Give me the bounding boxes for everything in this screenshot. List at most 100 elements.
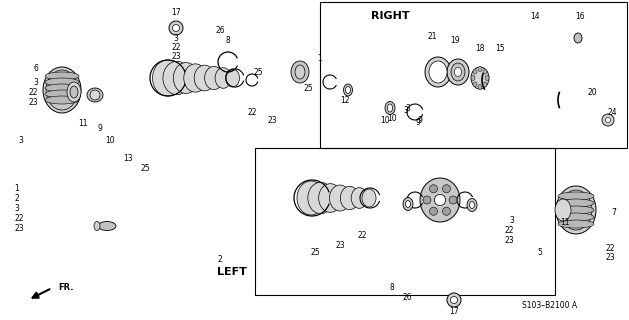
Text: 10: 10 xyxy=(387,114,397,123)
Text: 11: 11 xyxy=(560,218,570,227)
Text: 1: 1 xyxy=(14,183,19,193)
Circle shape xyxy=(602,114,614,126)
Ellipse shape xyxy=(45,90,79,98)
Ellipse shape xyxy=(471,67,489,89)
Circle shape xyxy=(430,207,438,215)
Ellipse shape xyxy=(473,82,477,87)
Text: 9: 9 xyxy=(416,117,420,126)
Circle shape xyxy=(442,207,450,215)
Text: 25: 25 xyxy=(303,84,313,92)
Ellipse shape xyxy=(345,86,350,93)
Text: 8: 8 xyxy=(226,36,230,44)
Ellipse shape xyxy=(558,192,594,200)
Ellipse shape xyxy=(558,199,594,207)
Ellipse shape xyxy=(555,199,571,221)
Text: 25: 25 xyxy=(140,164,150,172)
Text: 22: 22 xyxy=(171,43,181,52)
Text: 19: 19 xyxy=(450,36,460,44)
Text: 9: 9 xyxy=(97,124,103,132)
Text: 11: 11 xyxy=(79,118,88,127)
Ellipse shape xyxy=(70,86,78,98)
Text: 23: 23 xyxy=(267,116,277,124)
Text: 26: 26 xyxy=(215,26,225,35)
Ellipse shape xyxy=(451,63,465,81)
Ellipse shape xyxy=(471,76,475,81)
Ellipse shape xyxy=(226,69,240,87)
Text: 10: 10 xyxy=(105,135,115,145)
Circle shape xyxy=(442,185,450,193)
Ellipse shape xyxy=(469,202,474,209)
Text: 3: 3 xyxy=(33,77,38,86)
Ellipse shape xyxy=(455,68,462,76)
Text: 16: 16 xyxy=(575,12,585,20)
Ellipse shape xyxy=(425,57,451,87)
Text: 22: 22 xyxy=(28,87,38,97)
Circle shape xyxy=(423,196,431,204)
Ellipse shape xyxy=(46,70,78,110)
Ellipse shape xyxy=(478,84,482,90)
Ellipse shape xyxy=(340,186,359,210)
Text: 25: 25 xyxy=(310,247,320,257)
Text: RIGHT: RIGHT xyxy=(370,11,409,21)
Text: 12: 12 xyxy=(340,95,350,105)
Text: 22: 22 xyxy=(247,108,257,116)
Text: 6: 6 xyxy=(33,63,38,73)
Text: FR.: FR. xyxy=(58,283,74,292)
Ellipse shape xyxy=(385,101,395,115)
Ellipse shape xyxy=(67,82,81,102)
Ellipse shape xyxy=(319,184,342,212)
Text: 15: 15 xyxy=(495,44,505,52)
Text: 21: 21 xyxy=(427,31,437,41)
Ellipse shape xyxy=(94,221,100,230)
Text: 17: 17 xyxy=(171,7,181,17)
Text: 9: 9 xyxy=(418,116,423,124)
Text: 22: 22 xyxy=(357,230,367,239)
Ellipse shape xyxy=(447,59,469,85)
Ellipse shape xyxy=(308,182,333,214)
Text: 3: 3 xyxy=(18,135,23,145)
Ellipse shape xyxy=(163,61,191,95)
Ellipse shape xyxy=(174,63,199,93)
Circle shape xyxy=(172,25,179,31)
Text: 18: 18 xyxy=(476,44,485,52)
Text: 23: 23 xyxy=(14,223,24,233)
Text: 23: 23 xyxy=(504,236,514,244)
Ellipse shape xyxy=(204,67,223,90)
Ellipse shape xyxy=(215,68,231,88)
Text: 23: 23 xyxy=(171,52,181,60)
Ellipse shape xyxy=(556,186,596,234)
Ellipse shape xyxy=(87,88,103,102)
Ellipse shape xyxy=(429,61,447,83)
Ellipse shape xyxy=(485,76,489,81)
Text: S103–B2100 A: S103–B2100 A xyxy=(522,300,577,309)
Ellipse shape xyxy=(194,65,215,91)
Text: 25: 25 xyxy=(253,68,263,76)
Bar xyxy=(320,2,627,148)
Ellipse shape xyxy=(574,33,582,43)
Text: 3: 3 xyxy=(14,204,19,212)
Ellipse shape xyxy=(467,198,477,212)
Bar xyxy=(255,148,555,295)
Text: 26: 26 xyxy=(402,293,412,302)
Text: 7: 7 xyxy=(611,207,616,217)
Ellipse shape xyxy=(483,82,487,87)
Ellipse shape xyxy=(483,69,487,74)
Text: 3: 3 xyxy=(174,34,179,43)
Ellipse shape xyxy=(45,78,79,86)
Ellipse shape xyxy=(152,60,182,96)
Ellipse shape xyxy=(45,96,79,104)
Ellipse shape xyxy=(406,201,411,207)
Ellipse shape xyxy=(90,90,100,100)
Ellipse shape xyxy=(362,189,376,207)
Ellipse shape xyxy=(558,206,594,214)
Ellipse shape xyxy=(45,84,79,92)
Circle shape xyxy=(450,297,457,303)
Ellipse shape xyxy=(330,185,350,211)
Text: 3: 3 xyxy=(404,106,408,115)
Text: 17: 17 xyxy=(449,308,459,316)
Ellipse shape xyxy=(43,67,81,113)
Text: 2: 2 xyxy=(14,194,19,203)
Ellipse shape xyxy=(558,213,594,221)
Ellipse shape xyxy=(558,220,594,228)
Text: 10: 10 xyxy=(380,116,390,124)
